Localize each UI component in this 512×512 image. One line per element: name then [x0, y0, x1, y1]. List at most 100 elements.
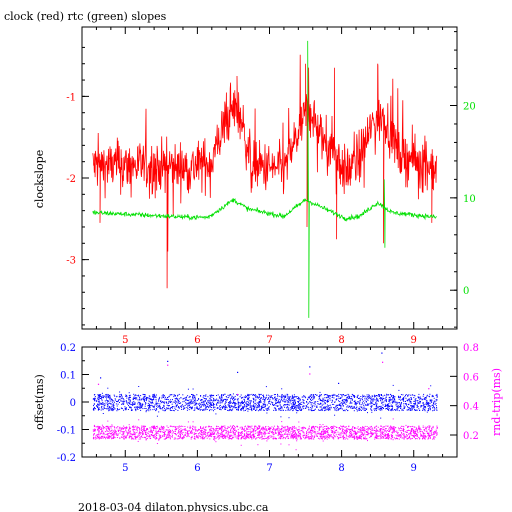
offset-point — [373, 398, 375, 400]
rnd_trip-point — [126, 431, 128, 433]
offset-point — [333, 393, 335, 395]
offset-point — [321, 408, 323, 410]
rnd_trip-point — [98, 438, 100, 440]
offset-point — [375, 399, 377, 401]
offset-point — [219, 397, 221, 399]
rnd_trip-point — [155, 431, 157, 432]
rnd_trip-point — [238, 436, 240, 438]
offset-point — [280, 409, 282, 411]
offset-point — [370, 408, 372, 410]
rnd_trip-point — [225, 435, 227, 437]
offset-point — [155, 408, 157, 409]
rnd_trip-point — [144, 425, 146, 427]
offset-point — [430, 405, 432, 407]
offset-point — [215, 413, 217, 415]
rnd_trip-point — [343, 433, 345, 435]
offset-point — [234, 404, 236, 406]
rnd_trip-point — [147, 432, 149, 434]
offset-point — [423, 404, 425, 406]
offset-point — [156, 403, 158, 404]
offset-point — [375, 409, 377, 411]
offset-point — [392, 409, 394, 411]
rnd_trip-point — [307, 429, 308, 431]
rnd_trip-point — [390, 438, 392, 440]
rnd_trip-point — [378, 430, 380, 432]
offset-point — [347, 405, 349, 407]
rnd_trip-point — [164, 430, 166, 432]
rnd_trip-point — [277, 425, 278, 427]
rnd_trip-point — [104, 427, 106, 429]
offset-point — [140, 395, 142, 397]
offset-point — [232, 402, 234, 404]
offset-point — [434, 401, 436, 403]
offset-point — [144, 395, 146, 397]
offset-point — [279, 395, 281, 397]
rnd_trip-point — [146, 428, 148, 430]
offset-point — [98, 394, 100, 396]
offset-point — [373, 408, 375, 410]
rnd_trip-point — [299, 430, 301, 432]
rnd_trip-point — [415, 430, 417, 432]
offset-point — [403, 399, 404, 400]
offset-point — [387, 394, 389, 396]
rnd_trip-point — [254, 425, 256, 427]
rnd_trip-point — [159, 434, 161, 436]
offset-point — [336, 410, 338, 412]
offset-point — [372, 398, 374, 400]
offset-point — [237, 410, 239, 411]
offset-point — [123, 402, 125, 404]
rnd_trip-point — [229, 431, 231, 433]
offset-point — [138, 405, 140, 407]
rnd_trip-point — [304, 434, 306, 436]
rnd_trip-point — [253, 437, 255, 439]
offset-point — [129, 395, 131, 397]
offset-point — [346, 401, 348, 403]
offset-point — [344, 410, 346, 412]
rnd_trip-point — [423, 433, 425, 435]
rnd_trip-point — [298, 434, 300, 436]
offset-point — [120, 400, 122, 402]
rnd_trip-point — [432, 438, 434, 440]
offset-point — [187, 403, 189, 405]
rnd_trip-point — [333, 425, 335, 427]
rnd_trip-point — [131, 437, 133, 439]
rnd_trip-point — [320, 425, 322, 427]
rnd_trip-point — [343, 431, 345, 433]
offset-point — [406, 409, 408, 411]
offset-point — [205, 394, 207, 396]
offset-point — [261, 408, 262, 410]
rnd_trip-point — [158, 434, 160, 436]
rnd_trip-point — [351, 435, 353, 437]
offset-point — [342, 403, 343, 405]
offset-point — [340, 406, 342, 408]
offset-point — [307, 403, 309, 405]
offset-point — [199, 406, 201, 408]
offset-point — [325, 402, 326, 404]
offset-point — [181, 408, 183, 410]
offset-point — [213, 403, 215, 405]
rnd_trip-point — [292, 428, 294, 430]
offset-point — [234, 399, 235, 401]
rnd_trip-point — [158, 430, 160, 432]
rnd_trip-point — [227, 427, 229, 429]
offset-point — [320, 409, 322, 411]
offset-point — [182, 401, 184, 403]
rnd_trip-point — [321, 430, 323, 432]
rnd_trip-point — [320, 434, 322, 435]
rnd_trip-point — [117, 426, 119, 427]
rnd_trip-point — [342, 429, 343, 431]
offset-point — [167, 399, 169, 400]
rnd_trip-point — [171, 436, 173, 438]
offset-point — [300, 410, 302, 411]
offset-point — [134, 394, 136, 396]
offset-point — [414, 403, 416, 405]
offset-point — [274, 396, 276, 398]
rnd_trip-point — [326, 436, 327, 438]
rnd_trip-point — [319, 426, 321, 428]
offset-point — [328, 409, 330, 410]
rnd_trip-point — [145, 438, 147, 440]
rnd_trip-point — [348, 434, 350, 436]
rnd_trip-point — [326, 428, 327, 430]
rnd_trip-point — [339, 428, 341, 430]
offset-point — [390, 395, 392, 397]
